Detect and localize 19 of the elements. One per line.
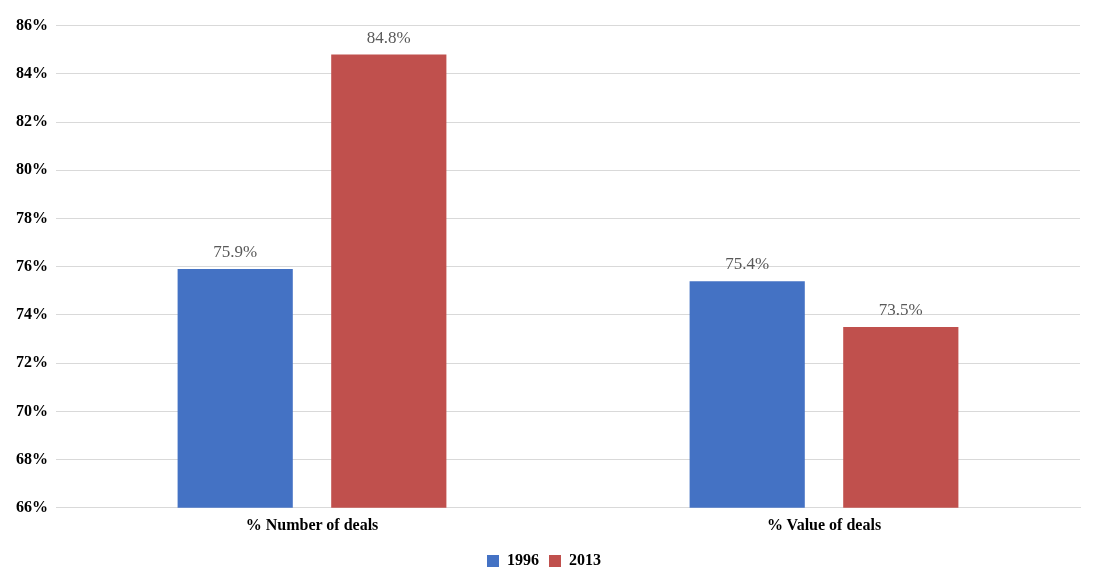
data-label: 73.5% — [878, 299, 923, 319]
y-tick-label: 68% — [16, 449, 48, 467]
y-tick-label: 70% — [16, 401, 48, 419]
y-tick-label: 66% — [16, 497, 48, 515]
y-tick-label: 72% — [16, 353, 48, 371]
x-tick-label: % Number of deals — [245, 515, 379, 533]
legend-label: 2013 — [569, 551, 601, 569]
y-tick-label: 76% — [16, 256, 48, 274]
data-label: 84.8% — [366, 27, 411, 47]
y-tick-label: 86% — [16, 15, 48, 33]
y-tick-label: 80% — [16, 160, 48, 178]
y-tick-label: 74% — [16, 305, 48, 323]
data-label: 75.9% — [213, 242, 258, 262]
y-tick-label: 78% — [16, 208, 48, 226]
data-label: 75.4% — [725, 254, 770, 274]
y-tick-label: 84% — [16, 63, 48, 81]
x-tick-label: % Value of deals — [766, 515, 882, 533]
y-tick-label: 82% — [16, 112, 48, 130]
legend-label: 1996 — [507, 551, 539, 569]
